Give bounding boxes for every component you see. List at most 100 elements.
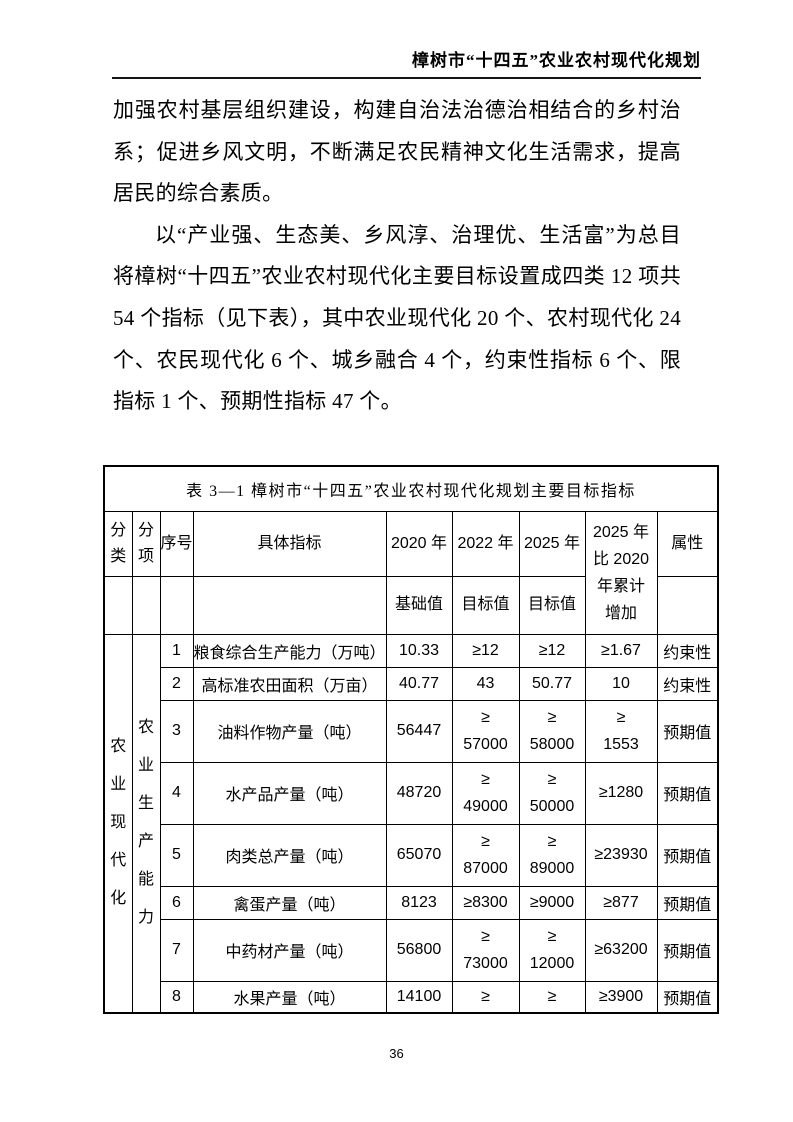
cell-indicator: 高标准农田面积（万亩） xyxy=(192,666,387,701)
col-header-delta: 2025 年 比 2020 年累计 增加 xyxy=(584,510,658,635)
cell-2022: ≥ 49000 xyxy=(451,761,520,825)
col-header-subcategory: 分项 xyxy=(131,510,161,577)
cell-2025: 50.77 xyxy=(518,666,586,701)
cell-attr: 预期值 xyxy=(656,885,719,920)
targets-table: 表 3—1 樟树市“十四五”农业农村现代化规划主要目标指标 分类 分项 序号 具… xyxy=(103,465,720,1014)
cell-subcategory: 农业生产能力 xyxy=(131,633,161,1014)
table-row: 6 禽蛋产量（吨） 8123 ≥8300 ≥9000 ≥877 预期值 xyxy=(104,885,719,920)
cell-category: 农业现代化 xyxy=(103,633,133,1014)
page-header: 樟树市“十四五”农业农村现代化规划 xyxy=(112,46,701,79)
col-header-2022: 2022 年 xyxy=(451,510,520,577)
body-text: 加强农村基层组织建设，构建自治法治德治相结合的乡村治理体 系；促进乡风文明，不断… xyxy=(113,90,681,423)
cell-attr: 预期值 xyxy=(656,761,719,825)
cell-2020: 56800 xyxy=(385,918,453,982)
empty-cell xyxy=(192,575,387,635)
table-row: 5 肉类总产量（吨） 65070 ≥ 87000 ≥ 89000 ≥23930 … xyxy=(104,823,719,887)
empty-cell xyxy=(656,575,719,635)
empty-cell xyxy=(159,575,194,635)
cell-seq: 5 xyxy=(159,823,194,887)
cell-2022: ≥8300 xyxy=(451,885,520,920)
cell-2025: ≥ 58000 xyxy=(518,699,586,763)
cell-indicator: 中药材产量（吨） xyxy=(192,918,387,982)
cell-2020: 8123 xyxy=(385,885,453,920)
table-row: 7 中药材产量（吨） 56800 ≥ 73000 ≥ 12000 ≥63200 … xyxy=(104,918,719,982)
cell-indicator: 禽蛋产量（吨） xyxy=(192,885,387,920)
cell-delta: ≥1280 xyxy=(584,761,658,825)
paragraph-line: 加强农村基层组织建设，构建自治法治德治相结合的乡村治理体 xyxy=(113,98,681,122)
paragraph-line: 居民的综合素质。 xyxy=(113,181,284,206)
paragraph-line: 将樟树“十四五”农业农村现代化主要目标设置成四类 12 项共 xyxy=(113,264,681,289)
cell-indicator: 水产品产量（吨） xyxy=(192,761,387,825)
cell-2020: 56447 xyxy=(385,699,453,763)
subheader-target-value-2022: 目标值 xyxy=(451,575,520,635)
cell-indicator: 油料作物产量（吨） xyxy=(192,699,387,763)
cell-2025: ≥ 89000 xyxy=(518,823,586,887)
page-number: 36 xyxy=(389,1046,404,1061)
table-row: 8 水果产量（吨） 14100 ≥ ≥ ≥3900 预期值 xyxy=(104,980,719,1014)
col-header-attr: 属性 xyxy=(656,510,719,577)
cell-2022: ≥ xyxy=(451,980,520,1014)
table-title-row: 表 3—1 樟树市“十四五”农业农村现代化规划主要目标指标 xyxy=(103,465,719,512)
empty-cell xyxy=(103,575,133,635)
cell-attr: 约束性 xyxy=(656,633,719,668)
subheader-base-value: 基础值 xyxy=(385,575,453,635)
cell-attr: 预期值 xyxy=(656,980,719,1014)
running-title: 樟树市“十四五”农业农村现代化规划 xyxy=(412,51,701,70)
cell-delta: ≥ 1553 xyxy=(584,699,658,763)
table-row: 2 高标准农田面积（万亩） 40.77 43 50.77 10 约束性 xyxy=(104,666,719,701)
col-header-indicator: 具体指标 xyxy=(192,510,387,577)
cell-attr: 预期值 xyxy=(656,823,719,887)
cell-2025: ≥ xyxy=(518,980,586,1014)
cell-indicator: 肉类总产量（吨） xyxy=(192,823,387,887)
col-header-category: 分类 xyxy=(103,510,133,577)
cell-2022: ≥ 73000 xyxy=(451,918,520,982)
table-row: 3 油料作物产量（吨） 56447 ≥ 57000 ≥ 58000 ≥ 1553… xyxy=(104,699,719,763)
table-header-row: 分类 分项 序号 具体指标 2020 年 2022 年 2025 年 2025 … xyxy=(103,510,719,635)
paragraph-line: 指标 1 个、预期性指标 47 个。 xyxy=(113,389,402,414)
table-row: 4 水产品产量（吨） 48720 ≥ 49000 ≥ 50000 ≥1280 预… xyxy=(104,761,719,825)
cell-2020: 40.77 xyxy=(385,666,453,701)
cell-indicator: 粮食综合生产能力（万吨） xyxy=(192,633,387,668)
col-header-seq: 序号 xyxy=(159,510,194,577)
cell-seq: 6 xyxy=(159,885,194,920)
cell-delta: ≥3900 xyxy=(584,980,658,1014)
cell-2020: 10.33 xyxy=(385,633,453,668)
cell-seq: 3 xyxy=(159,699,194,763)
cell-seq: 8 xyxy=(159,980,194,1014)
subheader-target-value-2025: 目标值 xyxy=(518,575,586,635)
cell-delta: ≥63200 xyxy=(584,918,658,982)
paragraph-line: 54 个指标（见下表），其中农业现代化 20 个、农村现代化 24 xyxy=(113,305,681,330)
table-title: 表 3—1 樟树市“十四五”农业农村现代化规划主要目标指标 xyxy=(103,465,719,512)
cell-delta: 10 xyxy=(584,666,658,701)
cell-2020: 65070 xyxy=(385,823,453,887)
col-header-2020: 2020 年 xyxy=(385,510,453,577)
cell-delta: ≥877 xyxy=(584,885,658,920)
cell-2025: ≥ 12000 xyxy=(518,918,586,982)
cell-attr: 约束性 xyxy=(656,666,719,701)
cell-attr: 预期值 xyxy=(656,699,719,763)
cell-seq: 1 xyxy=(159,633,194,668)
cell-2022: ≥12 xyxy=(451,633,520,668)
cell-2025: ≥12 xyxy=(518,633,586,668)
cell-2022: ≥ 87000 xyxy=(451,823,520,887)
paragraph-line: 以“产业强、生态美、乡风淳、治理优、生活富”为总目标， xyxy=(155,222,681,247)
cell-attr: 预期值 xyxy=(656,918,719,982)
cell-2022: ≥ 57000 xyxy=(451,699,520,763)
table-row: 农业现代化 农业生产能力 1 粮食综合生产能力（万吨） 10.33 ≥12 ≥1… xyxy=(103,633,719,1014)
cell-2020: 14100 xyxy=(385,980,453,1014)
paragraph-line: 个、农民现代化 6 个、城乡融合 4 个，约束性指标 6 个、限制性 xyxy=(113,347,681,372)
cell-2025: ≥9000 xyxy=(518,885,586,920)
cell-2025: ≥ 50000 xyxy=(518,761,586,825)
cell-delta: ≥23930 xyxy=(584,823,658,887)
cell-seq: 7 xyxy=(159,918,194,982)
paragraph-line: 系；促进乡风文明，不断满足农民精神文化生活需求，提高农村 xyxy=(113,139,681,164)
cell-seq: 4 xyxy=(159,761,194,825)
empty-cell xyxy=(131,575,161,635)
cell-2020: 48720 xyxy=(385,761,453,825)
cell-seq: 2 xyxy=(159,666,194,701)
col-header-2025: 2025 年 xyxy=(518,510,586,577)
cell-indicator: 水果产量（吨） xyxy=(192,980,387,1014)
cell-delta: ≥1.67 xyxy=(584,633,658,668)
cell-2022: 43 xyxy=(451,666,520,701)
